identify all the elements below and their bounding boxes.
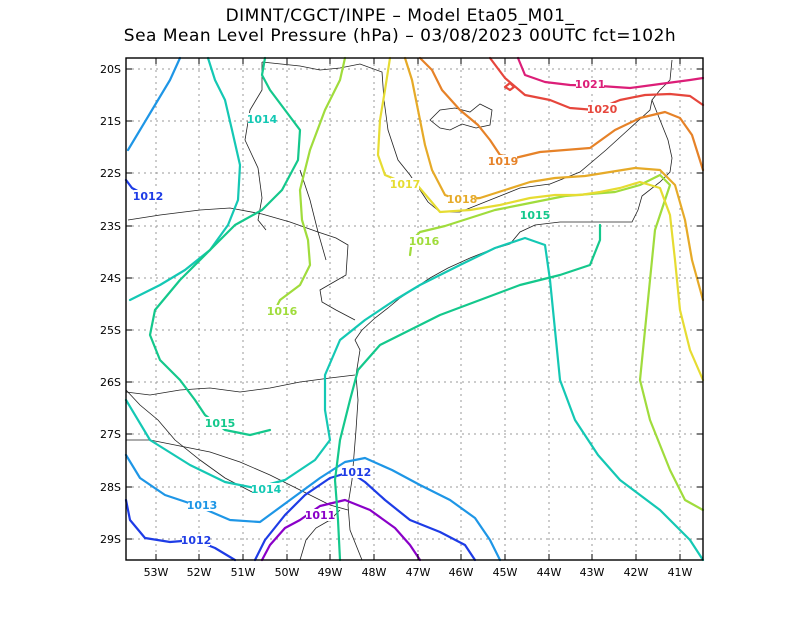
coastline-bay <box>429 103 493 131</box>
isobar-label-bg <box>206 417 234 429</box>
lon-tick-label: 49W <box>318 566 343 579</box>
isobar-label-1017: 1017 <box>390 178 421 191</box>
isobar-label-1019: 1019 <box>488 155 519 168</box>
lon-tick-label: 48W <box>362 566 387 579</box>
country-border <box>125 389 253 493</box>
state-border <box>261 61 653 213</box>
isobar-label-1021: 1021 <box>575 78 606 91</box>
lon-tick-label: 47W <box>406 566 431 579</box>
axis-tick-labels: 20S 21S 22S 23S 24S 25S 26S 27S 28S 29S 53W 52W 51W 5… <box>100 63 693 579</box>
isobar-label-1020: 1020 <box>587 103 618 116</box>
isobar-label-1018: 1018 <box>447 193 478 206</box>
isobar-label-bg <box>448 193 476 205</box>
isobar-label-bg <box>306 509 334 521</box>
isobar-label-1011: 1011 <box>305 509 336 522</box>
plot-frame <box>125 57 704 561</box>
isobar-1020 <box>503 81 516 92</box>
lon-tick-label: 46W <box>449 566 474 579</box>
lat-tick-label: 25S <box>100 324 121 337</box>
isobar-label-bg <box>489 155 517 167</box>
isobar-layer <box>124 56 705 562</box>
lat-tick-label: 26S <box>100 376 121 389</box>
isobar-label-1012: 1012 <box>133 190 164 203</box>
lon-tick-label: 51W <box>231 566 256 579</box>
isobar-1017 <box>376 56 705 382</box>
isobar-label-bg <box>342 466 370 478</box>
lat-tick-label: 28S <box>100 481 121 494</box>
isobar-label-bg <box>521 209 549 221</box>
isobar-1012 <box>124 498 237 562</box>
isobar-label-bg <box>410 235 438 247</box>
lon-tick-label: 52W <box>187 566 212 579</box>
isobar-1015 <box>333 223 602 562</box>
lat-tick-label: 23S <box>100 220 121 233</box>
isobar-1019 <box>418 56 705 172</box>
isobar-label-bg <box>588 103 616 115</box>
isobar-1012 <box>253 470 477 562</box>
isobar-label-1014: 1014 <box>247 113 278 126</box>
isobar-1011 <box>260 498 422 562</box>
map-title-line2: Sea Mean Level Pressure (hPa) – 03/08/20… <box>123 26 677 46</box>
lon-tick-label: 43W <box>580 566 605 579</box>
lon-tick-label: 42W <box>624 566 649 579</box>
lat-tick-label: 22S <box>100 167 121 180</box>
isobar-1013 <box>126 56 182 152</box>
isobar-label-1015: 1015 <box>520 209 551 222</box>
lon-tick-label: 50W <box>275 566 300 579</box>
lat-tick-label: 24S <box>100 272 121 285</box>
isobar-1015 <box>148 56 302 437</box>
state-border <box>127 207 356 321</box>
axis-ticks <box>126 58 703 560</box>
isobar-label-1016: 1016 <box>267 305 298 318</box>
isobar-1021 <box>516 56 705 90</box>
isobar-1016 <box>408 173 705 512</box>
lon-tick-label: 53W <box>144 566 169 579</box>
map-title-line1: DIMNT/CGCT/INPE – Model Eta05_M01_ <box>225 6 575 26</box>
lat-tick-label: 21S <box>100 115 121 128</box>
isobar-label-1013: 1013 <box>187 499 218 512</box>
lon-tick-label: 44W <box>537 566 562 579</box>
lat-tick-label: 29S <box>100 533 121 546</box>
isobar-label-1012: 1012 <box>341 466 372 479</box>
isobar-1013 <box>124 453 502 562</box>
state-border <box>126 439 349 511</box>
lat-lon-grid <box>126 58 703 560</box>
isobar-label-layer: 1011 1012 1012 1012 1013 1014 1014 1015 1015 1016… <box>133 78 618 547</box>
state-border <box>125 374 356 396</box>
isobar-1018 <box>403 56 705 302</box>
isobar-label-1015: 1015 <box>205 417 236 430</box>
isobar-label-bg <box>188 499 216 511</box>
isobar-label-bg <box>268 305 296 317</box>
isobar-1014 <box>128 56 242 302</box>
state-border <box>299 169 327 261</box>
coastline <box>347 59 673 561</box>
lon-tick-label: 45W <box>493 566 518 579</box>
lat-tick-label: 27S <box>100 428 121 441</box>
isobar-1016 <box>273 56 347 312</box>
isobar-label-1014: 1014 <box>251 483 282 496</box>
state-border <box>244 62 267 231</box>
isobar-label-bg <box>134 190 162 202</box>
isobar-label-bg <box>248 113 276 125</box>
isobar-label-bg <box>182 534 210 546</box>
isobar-label-1012: 1012 <box>181 534 212 547</box>
lon-tick-label: 41W <box>668 566 693 579</box>
coastline-and-borders <box>125 59 673 561</box>
isobar-label-bg <box>252 483 280 495</box>
isobar-label-bg <box>391 178 419 190</box>
isobar-label-bg <box>576 78 604 90</box>
lat-tick-label: 20S <box>100 63 121 76</box>
isobar-label-1016: 1016 <box>409 235 440 248</box>
